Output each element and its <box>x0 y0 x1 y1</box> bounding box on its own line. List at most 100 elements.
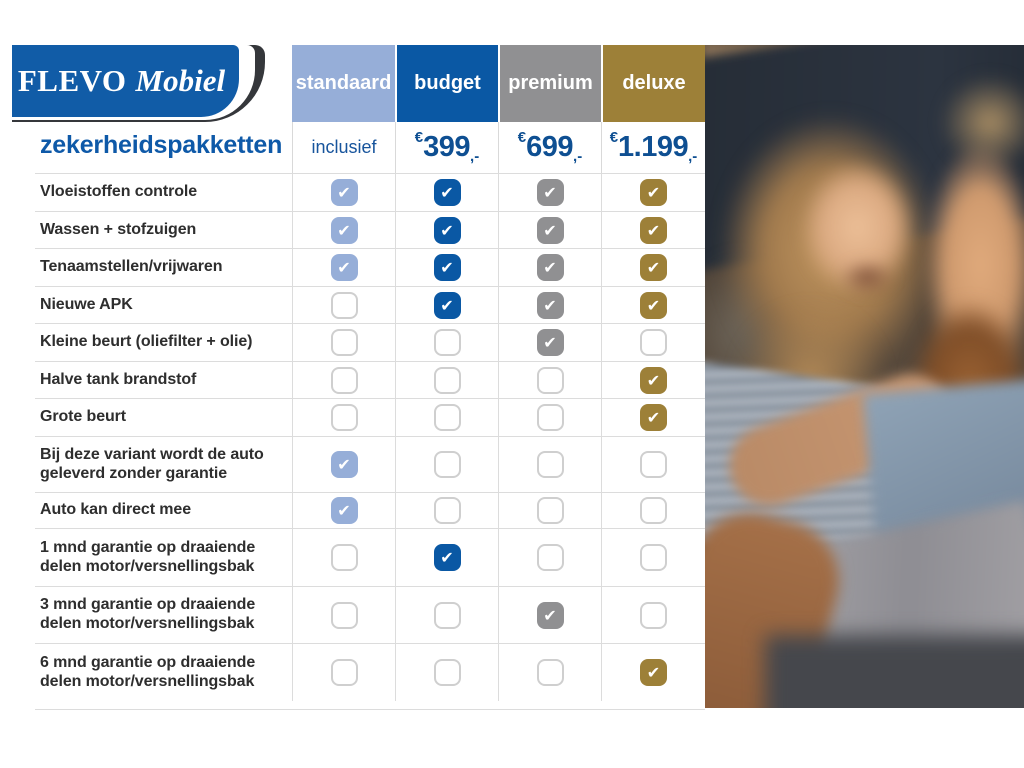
checked-checkbox-premium-row5[interactable]: ✔ <box>536 329 564 356</box>
table-cell-premium: ✔ <box>498 324 601 361</box>
table-cell-premium <box>498 493 601 528</box>
checked-checkbox-standaard-row1[interactable]: ✔ <box>330 179 358 206</box>
feature-label: Bij deze variant wordt de auto geleverd … <box>40 445 264 482</box>
unchecked-checkbox-budget-row9[interactable] <box>433 497 461 524</box>
table-row: 6 mnd garantie op draaiende delen motor/… <box>35 644 705 701</box>
unchecked-checkbox-premium-row8[interactable] <box>536 451 564 478</box>
unchecked-checkbox-standaard-row11[interactable] <box>330 601 358 629</box>
checked-checkbox-deluxe-row7[interactable]: ✔ <box>640 404 667 431</box>
table-cell-budget: ✔ <box>395 529 498 586</box>
table-cell-standaard <box>292 644 395 701</box>
table-row: Bij deze variant wordt de auto geleverd … <box>35 437 705 493</box>
photo-woman-smile <box>840 260 895 295</box>
checked-checkbox-deluxe-row4[interactable]: ✔ <box>640 291 667 319</box>
unchecked-checkbox-budget-row8[interactable] <box>433 451 461 478</box>
unchecked-checkbox-premium-row12[interactable] <box>536 659 564 686</box>
feature-label: Wassen + stofzuigen <box>40 220 197 238</box>
table-cell-deluxe <box>601 529 705 586</box>
feature-label: Vloeistoffen controle <box>40 183 198 201</box>
unchecked-checkbox-budget-row11[interactable] <box>433 601 461 629</box>
table-cell-standaard: ✔ <box>292 437 395 492</box>
checked-checkbox-premium-row11[interactable]: ✔ <box>536 601 564 629</box>
table-cell-budget <box>395 644 498 701</box>
table-cell-standaard: ✔ <box>292 212 395 248</box>
page-title: zekerheidspakketten <box>40 131 283 159</box>
checked-checkbox-budget-row4[interactable]: ✔ <box>433 291 461 319</box>
unchecked-checkbox-standaard-row6[interactable] <box>330 366 358 394</box>
table-row: Wassen + stofzuigen ✔ ✔ ✔ ✔ <box>35 212 705 249</box>
unchecked-checkbox-budget-row7[interactable] <box>433 404 461 431</box>
table-row: Grote beurt ✔ <box>35 399 705 437</box>
unchecked-checkbox-deluxe-row10[interactable] <box>640 544 667 571</box>
unchecked-checkbox-standaard-row12[interactable] <box>330 659 358 686</box>
unchecked-checkbox-premium-row9[interactable] <box>536 497 564 524</box>
column-header-premium: premium <box>498 45 601 122</box>
unchecked-checkbox-standaard-row7[interactable] <box>330 404 358 431</box>
table-row: Auto kan direct mee ✔ <box>35 493 705 529</box>
table-cell-budget: ✔ <box>395 249 498 286</box>
table-cell-premium: ✔ <box>498 174 601 211</box>
brand-name-primary: FLEVO <box>17 63 127 98</box>
feature-label: Grote beurt <box>40 408 127 426</box>
unchecked-checkbox-budget-row6[interactable] <box>433 366 461 394</box>
checked-checkbox-standaard-row3[interactable]: ✔ <box>330 254 358 281</box>
feature-label: Tenaamstellen/vrijwaren <box>40 258 223 276</box>
checked-checkbox-premium-row2[interactable]: ✔ <box>536 216 564 244</box>
flevo-mobiel-logo: FLEVO Mobiel <box>12 45 278 125</box>
feature-label: Auto kan direct mee <box>40 501 192 519</box>
table-row: 3 mnd garantie op draaiende delen motor/… <box>35 587 705 644</box>
checked-checkbox-deluxe-row2[interactable]: ✔ <box>640 216 667 244</box>
checked-checkbox-deluxe-row1[interactable]: ✔ <box>640 179 667 206</box>
table-cell-premium <box>498 529 601 586</box>
table-cell-deluxe: ✔ <box>601 249 705 286</box>
checked-checkbox-premium-row3[interactable]: ✔ <box>536 254 564 281</box>
checked-checkbox-deluxe-row12[interactable]: ✔ <box>640 659 667 686</box>
table-cell-premium <box>498 399 601 436</box>
table-cell-standaard <box>292 287 395 323</box>
unchecked-checkbox-deluxe-row5[interactable] <box>640 329 667 356</box>
checked-checkbox-deluxe-row6[interactable]: ✔ <box>640 366 667 394</box>
unchecked-checkbox-deluxe-row8[interactable] <box>640 451 667 478</box>
checked-checkbox-budget-row2[interactable]: ✔ <box>433 216 461 244</box>
checked-checkbox-budget-row3[interactable]: ✔ <box>433 254 461 281</box>
price-standaard: inclusief <box>292 122 395 173</box>
table-cell-deluxe: ✔ <box>601 287 705 323</box>
table-cell-budget <box>395 399 498 436</box>
table-cell-deluxe: ✔ <box>601 212 705 248</box>
table-cell-premium: ✔ <box>498 212 601 248</box>
unchecked-checkbox-standaard-row10[interactable] <box>330 544 358 571</box>
unchecked-checkbox-premium-row10[interactable] <box>536 544 564 571</box>
checked-checkbox-budget-row1[interactable]: ✔ <box>433 179 461 206</box>
unchecked-checkbox-standaard-row5[interactable] <box>330 329 358 356</box>
checked-checkbox-standaard-row2[interactable]: ✔ <box>330 216 358 244</box>
table-cell-premium <box>498 437 601 492</box>
unchecked-checkbox-standaard-row4[interactable] <box>330 291 358 319</box>
unchecked-checkbox-premium-row6[interactable] <box>536 366 564 394</box>
checked-checkbox-budget-row10[interactable]: ✔ <box>433 544 461 571</box>
price-premium: €699 ,- <box>498 122 601 173</box>
table-cell-standaard: ✔ <box>292 493 395 528</box>
couple-in-car-photo <box>705 45 1024 708</box>
unchecked-checkbox-budget-row5[interactable] <box>433 329 461 356</box>
unchecked-checkbox-deluxe-row11[interactable] <box>640 601 667 629</box>
checked-checkbox-standaard-row9[interactable]: ✔ <box>330 497 358 524</box>
feature-label: 1 mnd garantie op draaiende delen motor/… <box>40 538 256 575</box>
checked-checkbox-deluxe-row3[interactable]: ✔ <box>640 254 667 281</box>
brand-name-secondary: Mobiel <box>135 63 226 98</box>
table-cell-budget: ✔ <box>395 287 498 323</box>
checked-checkbox-premium-row4[interactable]: ✔ <box>536 291 564 319</box>
table-cell-deluxe: ✔ <box>601 399 705 436</box>
unchecked-checkbox-budget-row12[interactable] <box>433 659 461 686</box>
package-column-headers: standaard budget premium deluxe <box>292 45 705 122</box>
column-header-standaard: standaard <box>292 45 395 122</box>
checked-checkbox-premium-row1[interactable]: ✔ <box>536 179 564 206</box>
unchecked-checkbox-premium-row7[interactable] <box>536 404 564 431</box>
column-header-deluxe: deluxe <box>601 45 705 122</box>
table-cell-deluxe <box>601 324 705 361</box>
table-row: 1 mnd garantie op draaiende delen motor/… <box>35 529 705 587</box>
feature-label: 6 mnd garantie op draaiende delen motor/… <box>40 653 256 690</box>
table-row: Halve tank brandstof ✔ <box>35 362 705 399</box>
unchecked-checkbox-deluxe-row9[interactable] <box>640 497 667 524</box>
table-cell-deluxe: ✔ <box>601 644 705 701</box>
checked-checkbox-standaard-row8[interactable]: ✔ <box>330 451 358 478</box>
